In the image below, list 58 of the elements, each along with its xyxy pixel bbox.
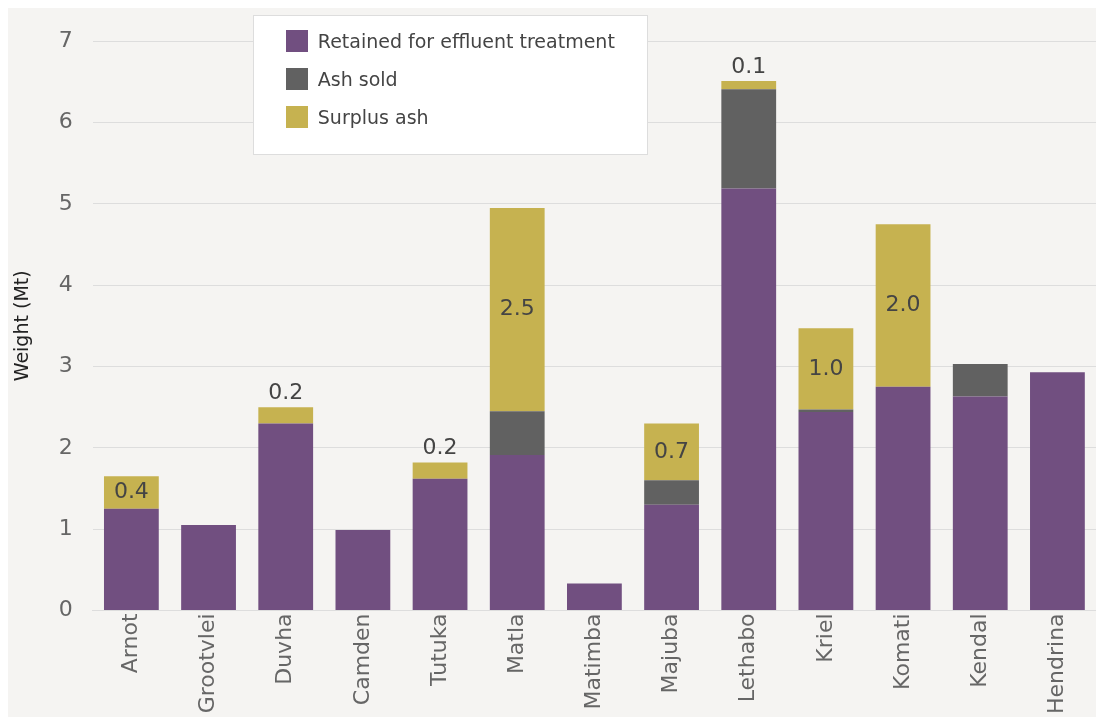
x-tick-label: Camden: [348, 613, 374, 706]
y-axis-title: Weight (Mt): [10, 270, 33, 382]
bar: [489, 207, 545, 412]
x-tick-label: Matimba: [580, 613, 606, 710]
bar: [103, 476, 159, 509]
x-tick-label: Grootvlei: [194, 613, 220, 714]
bar: [875, 224, 931, 387]
bar: [875, 386, 931, 610]
bar: [721, 81, 777, 90]
y-tick-label: 3: [58, 352, 73, 378]
y-tick-label: 5: [58, 189, 73, 215]
data-label: 0.2: [422, 434, 458, 460]
bar: [258, 407, 314, 424]
bar: [258, 423, 314, 610]
bar: [798, 412, 854, 610]
bar: [644, 480, 699, 505]
legend-label: Ash sold: [317, 68, 398, 91]
bar: [1030, 372, 1085, 610]
x-tick-label: Matla: [502, 613, 528, 675]
bar: [644, 423, 699, 481]
data-label: 1.0: [808, 354, 844, 380]
y-tick-label: 4: [58, 270, 73, 296]
x-tick-label: Kriel: [811, 613, 837, 663]
data-label: 0.1: [731, 52, 767, 78]
x-tick-label: Arnot: [117, 613, 143, 674]
y-tick-label: 7: [58, 26, 73, 52]
data-label: 0.7: [654, 437, 690, 463]
legend-label: Retained for effluent treatment: [317, 30, 615, 53]
bar: [412, 478, 468, 610]
bar: [721, 89, 777, 189]
data-label: 2.5: [499, 295, 535, 321]
x-tick-label: Duvha: [271, 613, 297, 685]
data-label: 0.2: [268, 378, 304, 404]
bar: [412, 462, 468, 479]
bar: [567, 583, 622, 610]
x-tick-label: Tutuka: [425, 613, 451, 687]
x-tick-label: Hendrina: [1043, 613, 1069, 715]
bar: [644, 504, 699, 610]
bar: [335, 529, 391, 610]
bar: [952, 396, 1008, 610]
bar: [798, 328, 854, 410]
legend-label: Surplus ash: [317, 106, 429, 129]
y-tick-label: 0: [58, 596, 73, 622]
bar: [181, 525, 236, 610]
y-tick-label: 2: [58, 433, 73, 459]
x-tick-label: Lethabo: [734, 613, 760, 703]
bar: [952, 364, 1008, 397]
x-tick-label: Komati: [888, 613, 914, 690]
x-tick-label: Kendal: [965, 613, 991, 688]
x-tick-label: Majuba: [657, 613, 683, 694]
bar: [103, 508, 159, 610]
bar: [489, 411, 545, 456]
data-label: 2.0: [885, 291, 921, 317]
y-tick-label: 6: [58, 108, 73, 134]
y-tick-label: 1: [58, 514, 73, 540]
bar: [721, 188, 777, 610]
data-label: 0.4: [113, 478, 149, 504]
bar: [489, 455, 545, 610]
